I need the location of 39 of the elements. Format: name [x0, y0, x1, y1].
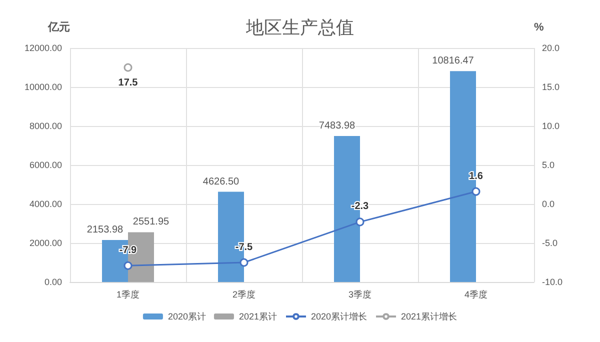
legend-label: 2020累计增长	[311, 312, 368, 322]
x-tick-label: 2季度	[232, 290, 256, 300]
y-tick-label: 2000.00	[29, 238, 62, 248]
y2-tick-label: 0.0	[542, 199, 555, 209]
y-tick-label: 10000.00	[24, 82, 62, 92]
y-axis-title: 亿元	[47, 22, 70, 34]
point	[356, 218, 364, 226]
y-tick-label: 12000.00	[24, 43, 62, 53]
point	[472, 187, 480, 196]
data-label: 7483.98	[318, 120, 356, 132]
y-tick-label: 6000.00	[29, 160, 62, 170]
data-label: -7.9	[119, 244, 138, 256]
x-tick-label: 4季度	[464, 290, 488, 300]
legend-label: 2020累计	[168, 312, 206, 322]
y-tick-label: 4000.00	[29, 199, 62, 209]
data-label: 2551.95	[132, 216, 170, 228]
x-tick-label: 3季度	[348, 290, 372, 300]
y2-tick-label: 15.0	[542, 82, 560, 92]
data-label: 2153.98	[86, 224, 124, 236]
y-tick-label: 8000.00	[29, 121, 62, 131]
point	[124, 63, 132, 72]
legend-label: 2021累计增长	[401, 312, 458, 322]
y2-tick-label: 5.0	[542, 160, 555, 170]
data-label: -7.5	[235, 242, 254, 253]
y-tick-label: 0.00	[44, 277, 62, 287]
y2-tick-label: -10.0	[542, 277, 563, 287]
y2-axis-title: %	[534, 22, 544, 34]
data-label: 4626.50	[202, 176, 240, 188]
x-tick-label: 1季度	[116, 290, 140, 300]
y2-tick-label: -5.0	[542, 238, 558, 248]
point	[124, 261, 132, 270]
y2-tick-label: 10.0	[542, 121, 560, 131]
chart-title: 地区生产总值	[245, 18, 354, 38]
data-label: 10816.47	[432, 56, 474, 67]
legend-label: 2021累计	[238, 312, 278, 322]
y2-tick-label: 20.0	[542, 43, 560, 53]
point	[240, 258, 248, 267]
data-label: 1.6	[469, 170, 484, 182]
data-label: 17.5	[118, 77, 138, 88]
